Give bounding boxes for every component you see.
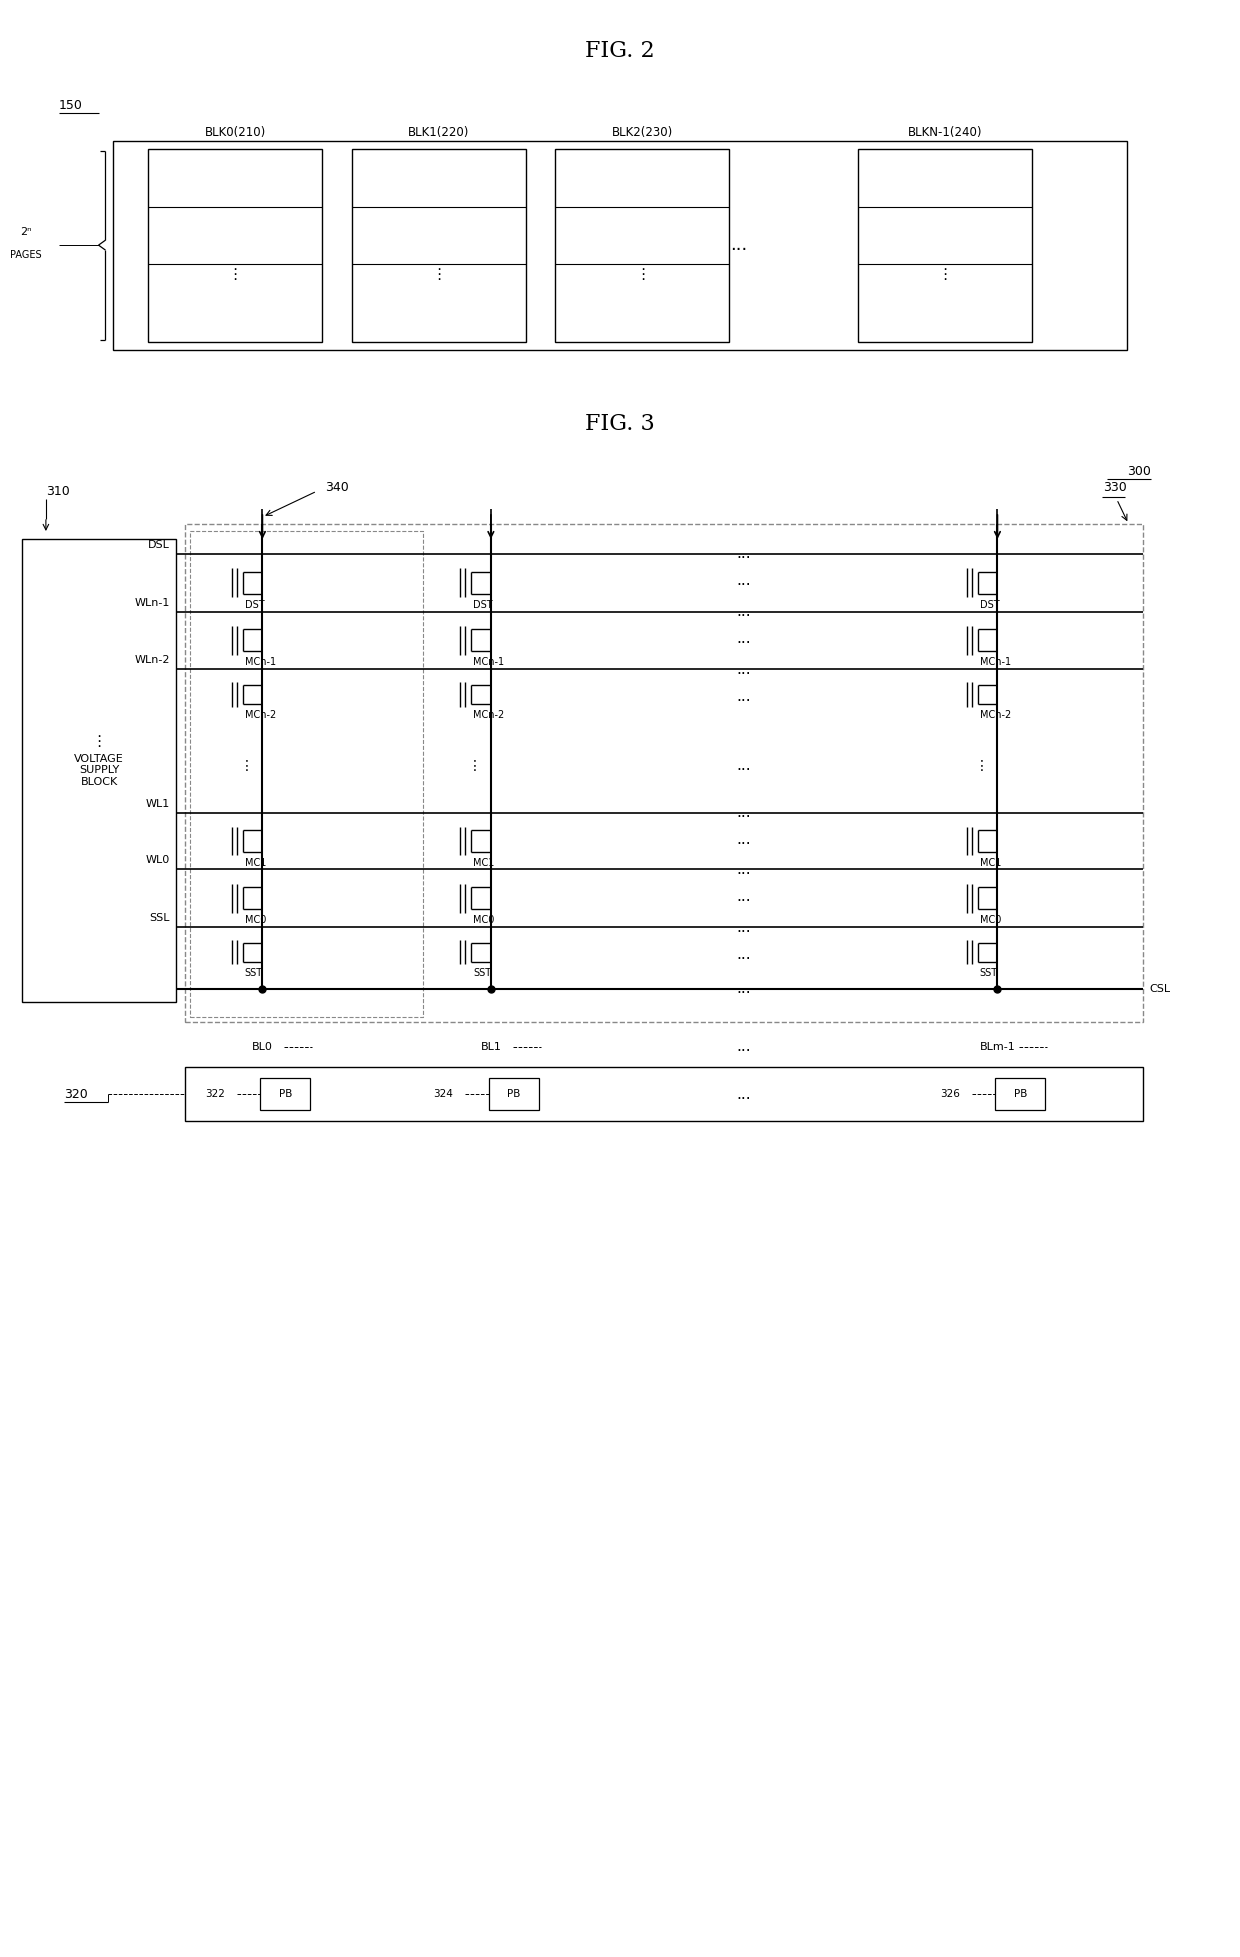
- Text: DST: DST: [980, 599, 999, 611]
- Text: 320: 320: [63, 1088, 88, 1100]
- Text: ...: ...: [737, 888, 751, 904]
- Text: ⋮: ⋮: [227, 266, 243, 282]
- Text: PB: PB: [1013, 1088, 1027, 1100]
- Bar: [858, 149, 1032, 342]
- Text: ⋮: ⋮: [239, 759, 253, 773]
- Text: DSL: DSL: [148, 540, 170, 550]
- Text: ⋮: ⋮: [975, 759, 988, 773]
- Text: CSL: CSL: [1149, 984, 1171, 994]
- Text: ...: ...: [737, 920, 751, 935]
- Text: ...: ...: [737, 804, 751, 820]
- Text: ⋮: ⋮: [92, 734, 107, 748]
- Text: ⋮: ⋮: [937, 266, 952, 282]
- Text: ...: ...: [737, 982, 751, 996]
- Text: ...: ...: [737, 605, 751, 618]
- Text: SSL: SSL: [150, 914, 170, 924]
- Text: ...: ...: [737, 1086, 751, 1102]
- Text: FIG. 3: FIG. 3: [585, 413, 655, 434]
- Text: ...: ...: [737, 661, 751, 677]
- Text: MC0: MC0: [472, 916, 495, 926]
- Bar: [190, 530, 423, 1018]
- Text: MCn-1: MCn-1: [980, 658, 1011, 667]
- Text: ...: ...: [737, 1039, 751, 1055]
- Bar: [996, 1078, 1045, 1110]
- Text: WL1: WL1: [146, 798, 170, 808]
- Text: MC1: MC1: [244, 857, 265, 867]
- Text: PB: PB: [507, 1088, 521, 1100]
- Text: WLn-2: WLn-2: [135, 656, 170, 665]
- Text: MCn-1: MCn-1: [472, 658, 505, 667]
- Text: PAGES: PAGES: [10, 250, 42, 260]
- Text: BLKN-1(240): BLKN-1(240): [908, 125, 982, 139]
- Text: BLm-1: BLm-1: [980, 1041, 1016, 1051]
- Text: 330: 330: [1102, 481, 1127, 493]
- Text: BL0: BL0: [252, 1041, 273, 1051]
- Text: DST: DST: [244, 599, 264, 611]
- Bar: [185, 1067, 1143, 1121]
- Bar: [22, 538, 176, 1002]
- Text: ...: ...: [737, 947, 751, 961]
- Text: BLK0(210): BLK0(210): [205, 125, 265, 139]
- Text: ...: ...: [737, 546, 751, 562]
- Bar: [260, 1078, 310, 1110]
- Text: PB: PB: [279, 1088, 291, 1100]
- Text: BLK1(220): BLK1(220): [408, 125, 470, 139]
- Text: 326: 326: [940, 1088, 960, 1100]
- Text: MC1: MC1: [472, 857, 495, 867]
- Text: ...: ...: [737, 630, 751, 646]
- Text: WLn-1: WLn-1: [135, 597, 170, 607]
- Text: SST: SST: [244, 967, 263, 978]
- Text: FIG. 2: FIG. 2: [585, 39, 655, 63]
- Text: MCn-1: MCn-1: [244, 658, 275, 667]
- Text: ...: ...: [737, 689, 751, 705]
- Text: MCn-2: MCn-2: [980, 710, 1011, 720]
- Bar: [352, 149, 526, 342]
- Text: BL1: BL1: [480, 1041, 501, 1051]
- Text: 340: 340: [325, 481, 348, 493]
- Text: WL0: WL0: [146, 855, 170, 865]
- Text: ⋮: ⋮: [635, 266, 650, 282]
- Text: MC1: MC1: [980, 857, 1001, 867]
- Text: 310: 310: [46, 485, 69, 497]
- Text: MCn-2: MCn-2: [244, 710, 275, 720]
- Text: BLK2(230): BLK2(230): [611, 125, 673, 139]
- Text: DST: DST: [472, 599, 492, 611]
- Text: ...: ...: [737, 759, 751, 773]
- Text: MC0: MC0: [244, 916, 265, 926]
- Bar: [113, 141, 1127, 350]
- Text: VOLTAGE
SUPPLY
BLOCK: VOLTAGE SUPPLY BLOCK: [74, 753, 124, 787]
- Text: ⋮: ⋮: [432, 266, 446, 282]
- Text: MC0: MC0: [980, 916, 1001, 926]
- Text: 150: 150: [58, 100, 83, 112]
- Text: ...: ...: [737, 861, 751, 877]
- Text: SST: SST: [980, 967, 998, 978]
- Bar: [185, 524, 1143, 1022]
- Bar: [149, 149, 322, 342]
- Text: MCn-2: MCn-2: [472, 710, 505, 720]
- Bar: [489, 1078, 538, 1110]
- Text: SST: SST: [472, 967, 491, 978]
- Text: 324: 324: [433, 1088, 453, 1100]
- Bar: [556, 149, 729, 342]
- Text: ...: ...: [737, 573, 751, 589]
- Text: 300: 300: [1127, 464, 1152, 478]
- Text: 322: 322: [205, 1088, 224, 1100]
- Text: 2ⁿ: 2ⁿ: [20, 227, 32, 237]
- Text: ...: ...: [730, 237, 748, 254]
- Text: ⋮: ⋮: [467, 759, 482, 773]
- Text: ...: ...: [737, 832, 751, 847]
